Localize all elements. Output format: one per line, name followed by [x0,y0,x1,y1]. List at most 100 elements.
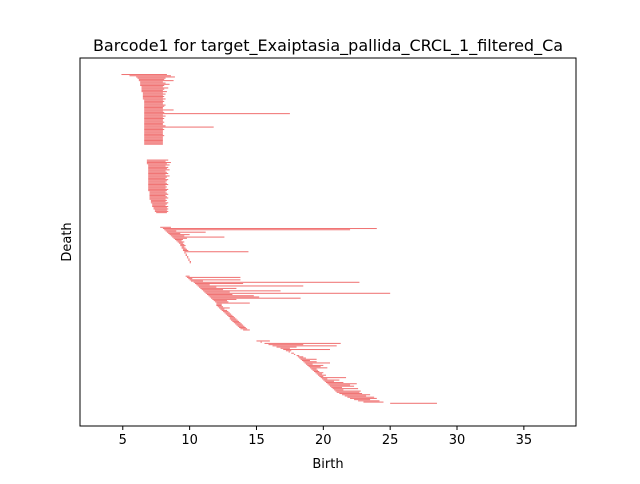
barcode-bar [164,229,351,231]
x-tick-label: 5 [119,433,127,448]
barcode-bar [196,284,210,286]
barcode-bar [144,138,163,140]
plot-frame [79,57,577,427]
x-tick-label: 10 [181,433,198,448]
barcode-bar [142,96,165,98]
barcode-bar [144,142,163,144]
barcode-bar [148,176,167,178]
barcode-bar [363,401,384,403]
barcode-bar [148,174,166,176]
barcode-bar [324,380,335,382]
barcode-bar [149,198,166,200]
barcode-bar [231,319,238,321]
barcode-bar [315,372,324,374]
barcode-bar [291,352,294,354]
barcode-bar [141,87,169,89]
barcode-bar [144,130,163,132]
barcode-bar [129,75,171,77]
barcode-bar [335,390,361,392]
barcode-bar [347,396,375,398]
barcode-bar [144,116,163,118]
barcode-bar [237,325,245,327]
barcode-bar [144,125,166,127]
barcode-bar [198,286,217,288]
barcode-bar [276,346,297,348]
barcode-bar [148,173,169,175]
barcode-bar [297,356,304,358]
barcode-bar [325,382,344,384]
barcode-bar [144,104,166,106]
barcode-bar [239,327,246,329]
barcode-bar [148,188,169,190]
barcode-bar [211,297,301,299]
barcode-bar [184,251,249,253]
barcode-bar [330,385,355,387]
barcode-bar [142,98,166,100]
barcode-bar [136,76,175,78]
barcode-bar [141,89,163,91]
barcode-bar [188,258,190,260]
barcode-bar [152,203,167,205]
x-tick-label: 30 [449,433,466,448]
barcode-bar [144,105,165,107]
barcode-bar [180,243,185,245]
barcode-bar [182,248,187,250]
barcode-bar [153,207,167,209]
barcode-bar [264,342,341,344]
barcode-bar [296,355,300,357]
barcode-bar [233,322,241,324]
barcode-bar [334,389,344,391]
barcode-bar [144,113,290,115]
barcode-bar [236,324,244,326]
barcode-bar [144,121,165,123]
barcode-bar [149,191,166,193]
barcode-bar [301,360,310,362]
barcode-bar [188,278,193,280]
barcode-bar [181,246,185,248]
barcode-bar [152,206,169,208]
barcode-bar [144,103,163,105]
barcode-bar [193,281,360,283]
barcode-bar [144,126,214,128]
barcode-bar [332,388,359,390]
barcode-bar [140,85,165,87]
barcode-bar [316,373,322,375]
barcode-bar [205,292,391,294]
barcode-bar [148,180,167,182]
barcode-bar [144,135,165,137]
barcode-bar [307,364,324,366]
barcode-bar [180,245,186,247]
barcode-bar [300,358,317,360]
barcode-bar [172,236,225,238]
barcode-bar [189,279,241,281]
barcode-bar [216,302,250,304]
barcode-bar [148,177,166,179]
barcode-bar [177,241,185,243]
barcode-bar [331,386,343,388]
barcode-bar [194,283,244,285]
barcode-bar [153,208,169,210]
barcode-bar [186,276,241,278]
barcode-bar [344,395,367,397]
barcode-bar [217,306,224,308]
barcode-bar [313,371,320,373]
barcode-bar [304,362,330,364]
barcode-bar [146,159,169,161]
barcode-bar [144,137,163,139]
barcode-bars [121,74,437,404]
barcode-bar [150,202,169,204]
barcode-bar [232,320,240,322]
barcode-bar [148,190,167,192]
barcode-bar [173,237,187,239]
barcode-bar [137,77,166,79]
barcode-bar [225,313,232,315]
barcode-bar [321,378,328,380]
barcode-bar [140,82,166,84]
barcode-bar [200,287,237,289]
barcode-bar [138,80,174,82]
barcode-bar [203,290,281,292]
barcode-bar [144,122,163,124]
barcode-bar [144,127,163,129]
barcode-bar [299,357,306,359]
